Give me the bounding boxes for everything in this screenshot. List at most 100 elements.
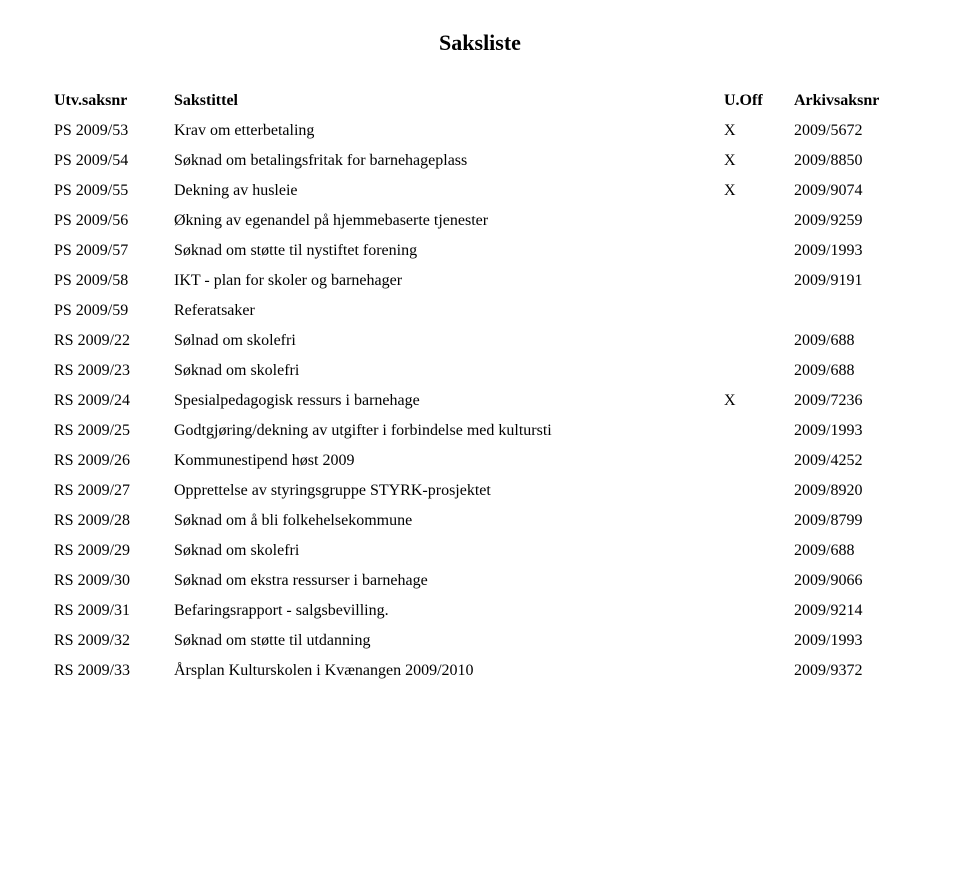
cell-tittel: Dekning av husleie xyxy=(170,176,720,206)
table-row: PS 2009/55Dekning av husleieX2009/9074 xyxy=(50,176,910,206)
col-header-tittel: Sakstittel xyxy=(170,86,720,116)
cell-arkiv: 2009/9066 xyxy=(790,566,910,596)
col-header-utv: Utv.saksnr xyxy=(50,86,170,116)
cell-saksnr: RS 2009/32 xyxy=(50,626,170,656)
cell-saksnr: RS 2009/29 xyxy=(50,536,170,566)
cell-arkiv: 2009/688 xyxy=(790,326,910,356)
cell-uoff xyxy=(720,326,790,356)
table-row: RS 2009/24Spesialpedagogisk ressurs i ba… xyxy=(50,386,910,416)
cell-uoff xyxy=(720,356,790,386)
cell-arkiv: 2009/9372 xyxy=(790,656,910,686)
table-row: RS 2009/29Søknad om skolefri 2009/688 xyxy=(50,536,910,566)
cell-uoff: X xyxy=(720,386,790,416)
table-row: RS 2009/30Søknad om ekstra ressurser i b… xyxy=(50,566,910,596)
cell-tittel: Opprettelse av styringsgruppe STYRK-pros… xyxy=(170,476,720,506)
cell-tittel: Årsplan Kulturskolen i Kvænangen 2009/20… xyxy=(170,656,720,686)
cell-tittel: Kommunestipend høst 2009 xyxy=(170,446,720,476)
cell-tittel: Godtgjøring/dekning av utgifter i forbin… xyxy=(170,416,720,446)
cell-tittel: Krav om etterbetaling xyxy=(170,116,720,146)
cell-uoff xyxy=(720,476,790,506)
table-row: RS 2009/22Sølnad om skolefri 2009/688 xyxy=(50,326,910,356)
cell-uoff xyxy=(720,656,790,686)
cell-uoff xyxy=(720,416,790,446)
table-header-row: Utv.saksnr Sakstittel U.Off Arkivsaksnr xyxy=(50,86,910,116)
cell-tittel: Søknad om betalingsfritak for barnehagep… xyxy=(170,146,720,176)
cell-tittel: Søknad om støtte til nystiftet forening xyxy=(170,236,720,266)
cell-uoff xyxy=(720,566,790,596)
cell-arkiv: 2009/7236 xyxy=(790,386,910,416)
cell-arkiv: 2009/5672 xyxy=(790,116,910,146)
cell-uoff xyxy=(720,446,790,476)
cell-uoff xyxy=(720,206,790,236)
cell-saksnr: RS 2009/24 xyxy=(50,386,170,416)
cell-uoff xyxy=(720,536,790,566)
table-row: RS 2009/25Godtgjøring/dekning av utgifte… xyxy=(50,416,910,446)
cell-saksnr: PS 2009/57 xyxy=(50,236,170,266)
cell-tittel: Søknad om støtte til utdanning xyxy=(170,626,720,656)
cell-saksnr: RS 2009/30 xyxy=(50,566,170,596)
cell-saksnr: RS 2009/27 xyxy=(50,476,170,506)
cell-saksnr: PS 2009/54 xyxy=(50,146,170,176)
cell-saksnr: PS 2009/55 xyxy=(50,176,170,206)
cell-tittel: Søknad om skolefri xyxy=(170,536,720,566)
cell-tittel: Søknad om skolefri xyxy=(170,356,720,386)
cell-arkiv: 2009/688 xyxy=(790,356,910,386)
cell-arkiv: 2009/9191 xyxy=(790,266,910,296)
cell-arkiv: 2009/8850 xyxy=(790,146,910,176)
cell-arkiv: 2009/9074 xyxy=(790,176,910,206)
cell-arkiv: 2009/9214 xyxy=(790,596,910,626)
table-row: RS 2009/23Søknad om skolefri 2009/688 xyxy=(50,356,910,386)
cell-uoff: X xyxy=(720,116,790,146)
cell-tittel: Søknad om ekstra ressurser i barnehage xyxy=(170,566,720,596)
cell-saksnr: RS 2009/22 xyxy=(50,326,170,356)
cell-uoff xyxy=(720,626,790,656)
col-header-uoff: U.Off xyxy=(720,86,790,116)
cell-arkiv xyxy=(790,296,910,326)
cell-uoff: X xyxy=(720,176,790,206)
cell-tittel: Økning av egenandel på hjemmebaserte tje… xyxy=(170,206,720,236)
cell-uoff xyxy=(720,596,790,626)
cell-arkiv: 2009/8799 xyxy=(790,506,910,536)
table-row: RS 2009/31Befaringsrapport - salgsbevill… xyxy=(50,596,910,626)
cell-arkiv: 2009/688 xyxy=(790,536,910,566)
table-row: PS 2009/57Søknad om støtte til nystiftet… xyxy=(50,236,910,266)
cell-uoff xyxy=(720,236,790,266)
table-row: RS 2009/32Søknad om støtte til utdanning… xyxy=(50,626,910,656)
cell-arkiv: 2009/9259 xyxy=(790,206,910,236)
cell-saksnr: RS 2009/23 xyxy=(50,356,170,386)
cell-saksnr: PS 2009/59 xyxy=(50,296,170,326)
cell-uoff xyxy=(720,296,790,326)
cell-saksnr: PS 2009/56 xyxy=(50,206,170,236)
cell-arkiv: 2009/4252 xyxy=(790,446,910,476)
page-title: Saksliste xyxy=(50,30,910,56)
cell-arkiv: 2009/8920 xyxy=(790,476,910,506)
cell-tittel: Befaringsrapport - salgsbevilling. xyxy=(170,596,720,626)
cell-arkiv: 2009/1993 xyxy=(790,236,910,266)
table-row: RS 2009/26Kommunestipend høst 2009 2009/4… xyxy=(50,446,910,476)
table-row: PS 2009/54Søknad om betalingsfritak for … xyxy=(50,146,910,176)
cell-tittel: Søknad om å bli folkehelsekommune xyxy=(170,506,720,536)
cell-saksnr: RS 2009/31 xyxy=(50,596,170,626)
cell-saksnr: PS 2009/53 xyxy=(50,116,170,146)
col-header-arkiv: Arkivsaksnr xyxy=(790,86,910,116)
cell-saksnr: RS 2009/28 xyxy=(50,506,170,536)
table-row: RS 2009/27Opprettelse av styringsgruppe … xyxy=(50,476,910,506)
cell-arkiv: 2009/1993 xyxy=(790,416,910,446)
table-row: PS 2009/56Økning av egenandel på hjemmeb… xyxy=(50,206,910,236)
cell-tittel: Spesialpedagogisk ressurs i barnehage xyxy=(170,386,720,416)
cell-uoff xyxy=(720,506,790,536)
cell-tittel: Sølnad om skolefri xyxy=(170,326,720,356)
saksliste-table: Utv.saksnr Sakstittel U.Off Arkivsaksnr … xyxy=(50,86,910,686)
cell-saksnr: PS 2009/58 xyxy=(50,266,170,296)
table-row: PS 2009/59Referatsaker xyxy=(50,296,910,326)
cell-tittel: Referatsaker xyxy=(170,296,720,326)
cell-saksnr: RS 2009/26 xyxy=(50,446,170,476)
cell-uoff: X xyxy=(720,146,790,176)
table-row: PS 2009/58IKT - plan for skoler og barne… xyxy=(50,266,910,296)
table-row: PS 2009/53Krav om etterbetalingX2009/567… xyxy=(50,116,910,146)
cell-uoff xyxy=(720,266,790,296)
cell-saksnr: RS 2009/33 xyxy=(50,656,170,686)
cell-tittel: IKT - plan for skoler og barnehager xyxy=(170,266,720,296)
table-row: RS 2009/28Søknad om å bli folkehelsekomm… xyxy=(50,506,910,536)
cell-saksnr: RS 2009/25 xyxy=(50,416,170,446)
